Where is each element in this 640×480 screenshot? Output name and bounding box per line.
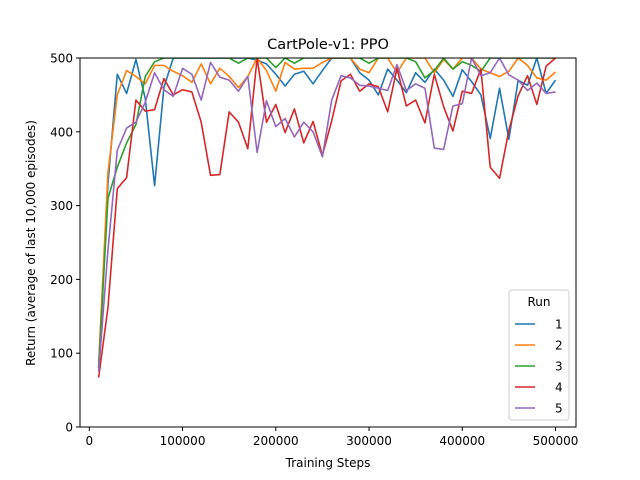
x-tick-label: 100000 (160, 434, 206, 448)
y-tick-label: 0 (65, 421, 73, 435)
x-tick-label: 400000 (439, 434, 485, 448)
series-line-run-2 (97, 58, 557, 365)
axes-layer: 0 100000 200000 300000 400000 500000 0 100 200 30… (50, 52, 578, 449)
series-line-run-1 (97, 58, 557, 369)
y-tick-label: 500 (50, 52, 73, 66)
series-line-run-3 (97, 58, 556, 369)
x-axis-label: Training Steps (285, 456, 371, 470)
legend-label-run-2: 2 (555, 339, 563, 353)
x-tick-label: 500000 (533, 434, 579, 448)
x-tick-label: 0 (86, 434, 94, 448)
legend-label-run-1: 1 (555, 318, 563, 332)
legend-label-run-4: 4 (555, 381, 563, 395)
series-line-run-4 (97, 58, 557, 378)
x-tick-label: 300000 (346, 434, 392, 448)
legend-label-run-3: 3 (555, 360, 563, 374)
x-tick-label: 200000 (253, 434, 299, 448)
legend-title: Run (527, 295, 550, 309)
y-tick-label: 400 (50, 125, 73, 139)
legend-label-run-5: 5 (555, 402, 563, 416)
legend-box (508, 289, 570, 421)
series-layer (97, 58, 557, 378)
series-line-run-5 (97, 58, 556, 372)
chart-title: CartPole-v1: PPO (267, 37, 389, 53)
legend: Run 1 2 3 4 5 (508, 289, 570, 421)
y-tick-label: 200 (50, 273, 73, 287)
y-tick-label: 100 (50, 347, 73, 361)
y-tick-label: 300 (50, 199, 73, 213)
y-axis-label: Return (average of last 10,000 episodes) (24, 120, 38, 366)
plot-frame (79, 57, 577, 428)
